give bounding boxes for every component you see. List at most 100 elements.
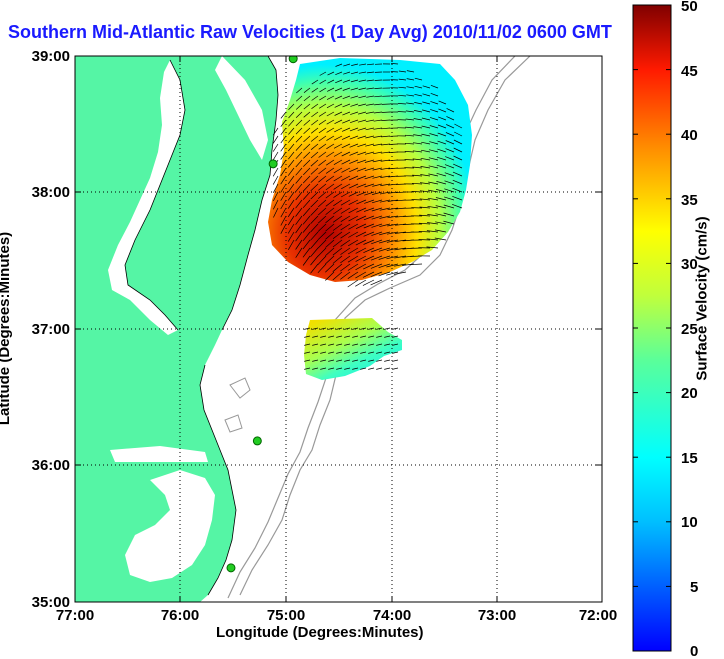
velocity-vector [320,335,327,338]
velocity-vector [364,159,375,163]
velocity-vector [350,87,359,91]
velocity-vector [302,183,311,192]
velocity-vector [405,126,415,129]
velocity-vector [379,207,391,211]
colorbar-tick-label: 40 [681,127,698,144]
velocity-vector [348,191,359,197]
velocity-vector [280,111,287,119]
velocity-vector [412,158,423,161]
velocity-vector [398,70,407,73]
velocity-vector [333,167,343,174]
velocity-vector [317,247,327,257]
velocity-vector [280,127,287,136]
velocity-vector [295,95,303,102]
velocity-vector [287,167,295,176]
velocity-vector [412,166,423,169]
velocity-vector [452,195,463,201]
velocity-vector [370,271,383,278]
velocity-vector [414,93,423,97]
velocity-vector [434,237,447,241]
velocity-vector [421,133,431,137]
velocity-vector [347,255,359,263]
velocity-vector [349,135,359,140]
velocity-vector [325,223,335,232]
velocity-vector [430,84,439,89]
velocity-vector [437,124,447,129]
velocity-vector [392,343,399,346]
velocity-vector [272,135,279,144]
velocity-vector [420,182,431,185]
velocity-vector [451,203,463,209]
velocity-vector [320,351,327,354]
velocity-vector [452,171,463,177]
velocity-vector [356,175,367,180]
velocity-vector [358,79,367,82]
velocity-vector [356,199,367,205]
y-tick-label: 37:00 [32,321,70,338]
velocity-vector [302,207,311,217]
velocity-vector [413,142,423,145]
velocity-vector [334,119,343,125]
velocity-vector [427,197,439,201]
velocity-vector [310,215,319,225]
chesapeake-bay [108,60,185,335]
velocity-vector [303,111,311,118]
velocity-vector [333,191,343,198]
velocity-vector [445,132,455,137]
velocity-vector [349,119,359,124]
velocity-vector [302,191,311,200]
velocity-vector [344,351,351,354]
velocity-vector [295,151,303,160]
velocity-vector [384,351,391,354]
velocity-vector [436,172,447,177]
velocity-vector [342,87,351,91]
velocity-vector [363,207,375,212]
velocity-vector [333,207,343,215]
velocity-vector [348,207,359,214]
velocity-vector [295,167,303,176]
velocity-vector [272,167,279,177]
velocity-vector [363,239,375,245]
velocity-vector [318,159,327,166]
velocity-vector [328,343,335,346]
velocity-vector [318,167,327,175]
velocity-vector [303,159,311,167]
velocity-vector [272,199,279,210]
velocity-vector [372,183,383,187]
velocity-vector [435,205,447,209]
velocity-vector [272,127,279,136]
velocity-vector [340,191,351,198]
velocity-vector [394,247,407,251]
velocity-vector [453,163,463,169]
velocity-vector [280,183,287,193]
bathymetry-contour [224,377,251,433]
velocity-vector [295,127,303,135]
velocity-vector [379,199,391,203]
velocity-vector [349,151,359,156]
velocity-vector [371,223,383,228]
velocity-vector [437,140,447,145]
velocity-vector [341,159,351,165]
velocity-vector [374,87,383,89]
velocity-vector [334,135,343,141]
velocity-vector [328,359,335,362]
velocity-vector [413,126,423,129]
velocity-vector [421,117,431,121]
velocity-vector [317,255,327,265]
velocity-vector [320,343,327,346]
velocity-vector [355,247,367,254]
velocity-vector [373,119,383,122]
velocity-vector [272,143,279,152]
velocity-vector [341,183,351,190]
velocity-vector [356,167,367,172]
velocity-vector [381,143,391,146]
velocity-vector [295,135,303,143]
bay-shoreline [124,59,186,331]
velocity-vector [272,175,279,185]
albemarle-sound [110,446,208,462]
velocity-vector [366,71,375,74]
velocity-vector [349,127,359,132]
velocity-vector [344,359,351,362]
velocity-vector [325,231,335,240]
velocity-vector [419,198,431,201]
